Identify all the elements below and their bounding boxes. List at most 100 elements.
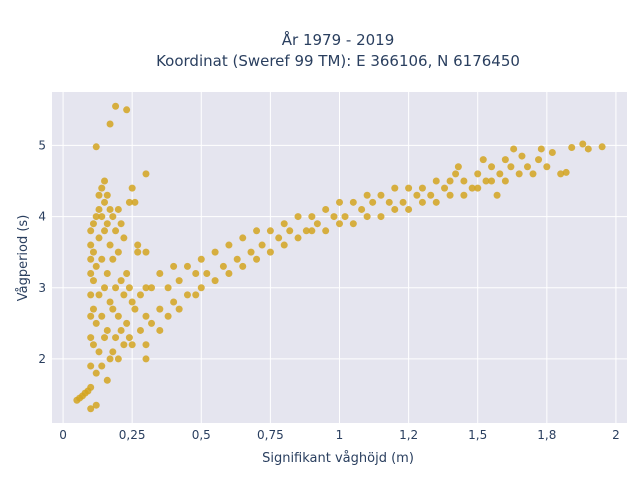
data-point	[112, 227, 120, 235]
data-point	[322, 227, 330, 235]
y-tick-label: 5	[38, 138, 46, 152]
data-point	[197, 284, 205, 292]
data-point	[233, 255, 241, 263]
data-point	[510, 145, 518, 153]
data-point	[529, 170, 537, 178]
data-point	[103, 191, 111, 199]
data-point	[391, 205, 399, 213]
data-point	[496, 170, 504, 178]
data-point	[125, 198, 133, 206]
data-point	[501, 156, 509, 164]
data-point	[474, 170, 482, 178]
data-point	[266, 227, 274, 235]
data-point	[175, 277, 183, 285]
x-tick-label: 1,5	[468, 428, 487, 442]
data-point	[125, 334, 133, 342]
data-point	[275, 234, 283, 242]
data-point	[92, 401, 100, 409]
data-point	[363, 191, 371, 199]
data-point	[89, 341, 97, 349]
data-point	[562, 168, 570, 176]
data-point	[488, 163, 496, 171]
data-point	[114, 355, 122, 363]
data-points	[73, 102, 606, 413]
data-point	[441, 184, 449, 192]
data-point	[454, 163, 462, 171]
data-point	[239, 234, 247, 242]
data-point	[286, 227, 294, 235]
data-point	[164, 312, 172, 320]
data-point	[109, 213, 117, 221]
data-point	[112, 334, 120, 342]
data-point	[131, 305, 139, 313]
data-point	[123, 319, 131, 327]
data-point	[156, 305, 164, 313]
data-point	[134, 241, 142, 249]
data-point	[349, 198, 357, 206]
data-point	[128, 298, 136, 306]
data-point	[89, 277, 97, 285]
data-point	[101, 177, 109, 185]
data-point	[131, 198, 139, 206]
data-point	[128, 184, 136, 192]
data-point	[87, 334, 95, 342]
data-point	[418, 184, 426, 192]
data-point	[109, 305, 117, 313]
data-point	[112, 102, 120, 110]
data-point	[501, 177, 509, 185]
data-point	[164, 284, 172, 292]
x-tick-label: 1,2	[399, 428, 418, 442]
data-point	[87, 291, 95, 299]
data-point	[142, 284, 150, 292]
data-point	[103, 376, 111, 384]
data-point	[92, 143, 100, 151]
x-tick-label: 2	[612, 428, 620, 442]
data-point	[432, 177, 440, 185]
data-point	[427, 191, 435, 199]
data-point	[192, 270, 200, 278]
data-point	[280, 220, 288, 228]
data-point	[219, 262, 227, 270]
data-point	[482, 177, 490, 185]
data-point	[474, 184, 482, 192]
data-point	[336, 198, 343, 206]
data-point	[92, 369, 100, 377]
data-point	[95, 291, 103, 299]
data-point	[117, 326, 125, 334]
data-point	[446, 191, 454, 199]
data-point	[183, 291, 191, 299]
data-point	[308, 227, 316, 235]
data-point	[197, 255, 205, 263]
data-point	[142, 248, 150, 256]
data-point	[117, 277, 125, 285]
data-point	[468, 184, 476, 192]
data-point	[507, 163, 515, 171]
data-point	[294, 213, 302, 221]
data-point	[106, 205, 114, 213]
data-point	[95, 205, 103, 213]
data-point	[391, 184, 399, 192]
data-point	[548, 149, 556, 157]
data-point	[460, 177, 468, 185]
data-point	[405, 184, 413, 192]
data-point	[92, 319, 100, 327]
data-point	[106, 298, 114, 306]
data-point	[452, 170, 460, 178]
data-point	[584, 145, 592, 153]
y-tick-label: 4	[38, 210, 46, 224]
data-point	[87, 383, 95, 391]
data-point	[294, 234, 302, 242]
data-point	[92, 213, 100, 221]
data-point	[156, 270, 164, 278]
data-point	[123, 270, 131, 278]
data-point	[114, 205, 122, 213]
data-point	[101, 227, 109, 235]
data-point	[258, 241, 266, 249]
x-tick-label: 0,75	[257, 428, 284, 442]
data-point	[87, 227, 95, 235]
data-point	[109, 348, 117, 356]
data-point	[405, 205, 413, 213]
data-point	[302, 227, 310, 235]
x-tick-label: 0,25	[119, 428, 146, 442]
